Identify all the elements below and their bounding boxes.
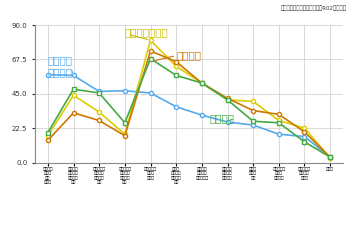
Text: 中古住宅: 中古住宅 <box>176 50 201 60</box>
Text: 注文住宅
取得世帯: 注文住宅 取得世帯 <box>48 56 73 77</box>
Text: 分譲戸建: 分譲戸建 <box>210 113 235 123</box>
Text: 分譲マンション: 分譲マンション <box>125 28 169 38</box>
Text: 国土交通省住宅市場動向調査R02より作成: 国土交通省住宅市場動向調査R02より作成 <box>280 5 346 10</box>
